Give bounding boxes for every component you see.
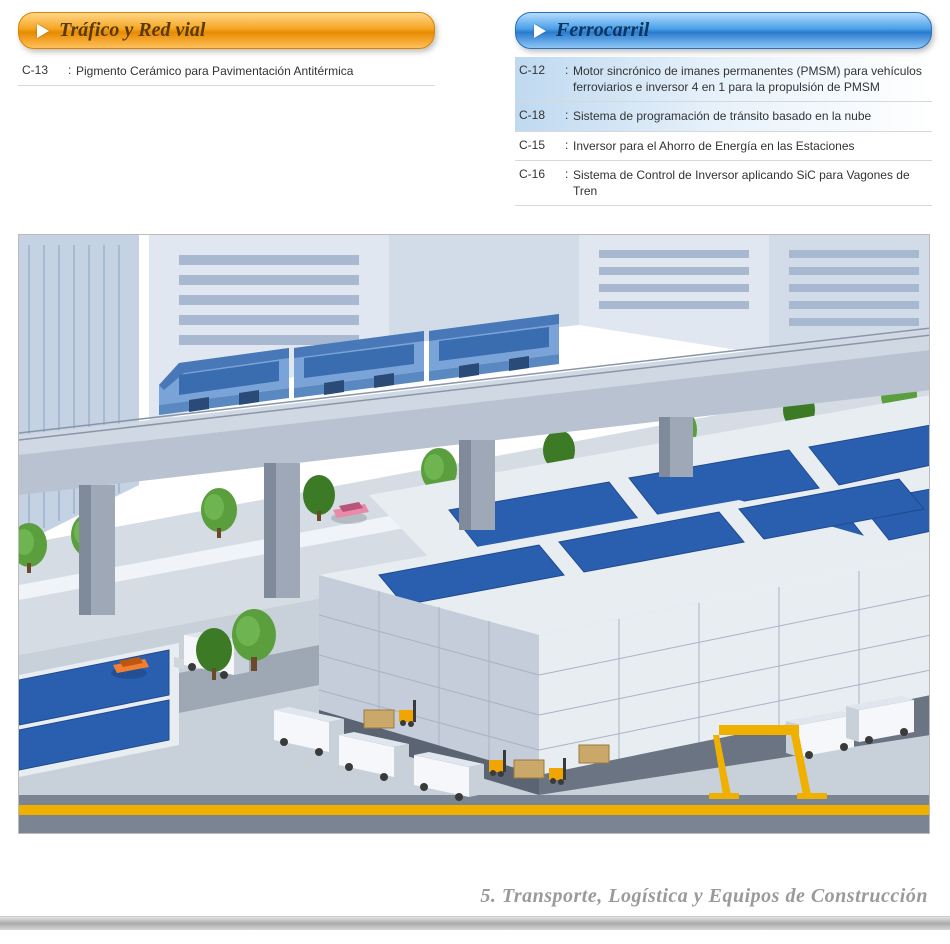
footer-bar	[0, 916, 950, 930]
city-illustration	[18, 234, 930, 834]
list-item: C-13 : Pigmento Cerámico para Pavimentac…	[18, 57, 435, 86]
triangle-icon	[37, 24, 49, 38]
item-separator: :	[68, 63, 76, 77]
list-item: C-18 : Sistema de programación de tránsi…	[515, 102, 932, 131]
item-desc: Pigmento Cerámico para Pavimentación Ant…	[76, 63, 431, 79]
section-rail-header: Ferrocarril	[515, 12, 932, 49]
item-code: C-13	[22, 63, 68, 77]
item-code: C-16	[519, 167, 565, 181]
triangle-icon	[534, 24, 546, 38]
item-separator: :	[565, 63, 573, 77]
section-rail: Ferrocarril C-12 : Motor sincrónico de i…	[515, 12, 932, 206]
section-rail-title: Ferrocarril	[556, 19, 649, 42]
list-item: C-16 : Sistema de Control de Inversor ap…	[515, 161, 932, 206]
top-sections: Tráfico y Red vial C-13 : Pigmento Cerám…	[18, 12, 932, 206]
traffic-item-list: C-13 : Pigmento Cerámico para Pavimentac…	[18, 57, 435, 86]
item-code: C-15	[519, 138, 565, 152]
list-item: C-12 : Motor sincrónico de imanes perman…	[515, 57, 932, 102]
item-desc: Sistema de Control de Inversor aplicando…	[573, 167, 928, 199]
item-code: C-18	[519, 108, 565, 122]
rail-item-list: C-12 : Motor sincrónico de imanes perman…	[515, 57, 932, 206]
section-traffic-title: Tráfico y Red vial	[59, 19, 205, 42]
list-item: C-15 : Inversor para el Ahorro de Energí…	[515, 132, 932, 161]
illustration-svg	[19, 235, 930, 834]
section-traffic-header: Tráfico y Red vial	[18, 12, 435, 49]
item-desc: Motor sincrónico de imanes permanentes (…	[573, 63, 928, 95]
item-desc: Sistema de programación de tránsito basa…	[573, 108, 928, 124]
item-code: C-12	[519, 63, 565, 77]
item-separator: :	[565, 167, 573, 181]
item-separator: :	[565, 108, 573, 122]
item-desc: Inversor para el Ahorro de Energía en la…	[573, 138, 928, 154]
section-traffic: Tráfico y Red vial C-13 : Pigmento Cerám…	[18, 12, 435, 86]
item-separator: :	[565, 138, 573, 152]
footer-title: 5. Transporte, Logística y Equipos de Co…	[480, 885, 928, 908]
